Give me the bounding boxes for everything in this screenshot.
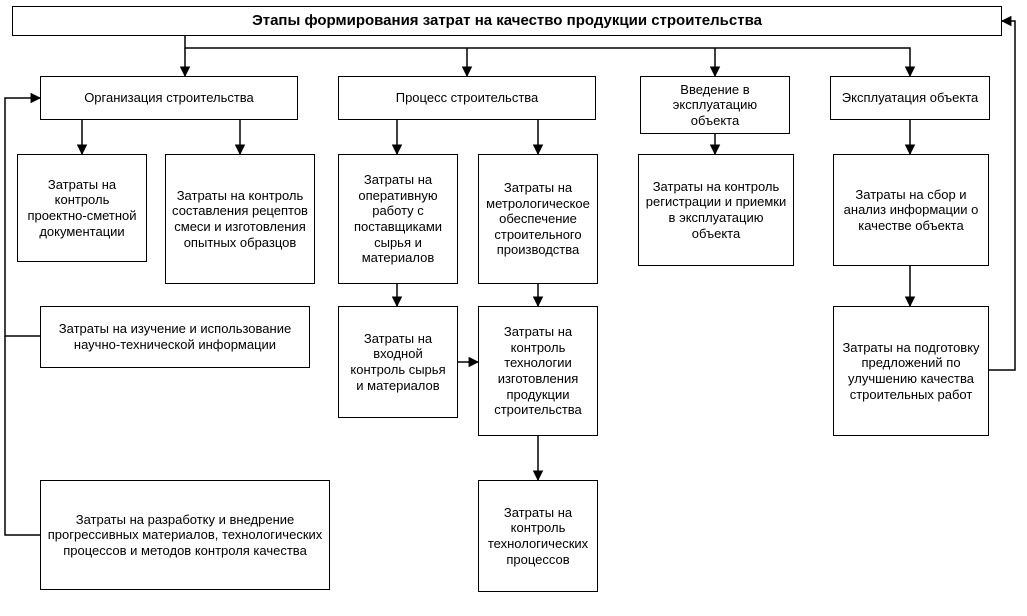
node-org1: Затраты на контроль проектно-сметной док… xyxy=(17,154,147,262)
node-proc: Процесс строительства xyxy=(338,76,596,120)
node-vved: Введение в эксплуатацию объекта xyxy=(640,76,790,134)
node-proc4: Затраты на контроль технологии изготовле… xyxy=(478,306,598,436)
node-proc1: Затраты на оператив­ную работу с поставщ… xyxy=(338,154,458,284)
node-org3: Затраты на изучение и использование науч… xyxy=(40,306,310,368)
edge-17 xyxy=(989,21,1015,370)
node-expl1: Затраты на сбор и анализ информации о ка… xyxy=(833,154,989,266)
node-expl: Эксплуатация объекта xyxy=(830,76,990,120)
node-org2: Затраты на контроль составления рецептов… xyxy=(165,154,315,284)
node-title: Этапы формирования затрат на качество пр… xyxy=(12,6,1002,36)
node-proc2: Затраты на метроло­гическое обеспечение … xyxy=(478,154,598,284)
node-proc3: Затраты на входной контроль сырья и мате… xyxy=(338,306,458,418)
node-vved1: Затраты на контроль регистрации и приемк… xyxy=(638,154,794,266)
diagram-canvas: Этапы формирования затрат на качество пр… xyxy=(0,0,1027,616)
node-org: Организация строительства xyxy=(40,76,298,120)
edge-16 xyxy=(5,336,40,535)
node-expl2: Затраты на подготовку предложений по улу… xyxy=(833,306,989,436)
node-proc5: Затраты на контроль технологи­ческих про… xyxy=(478,480,598,592)
edge-0 xyxy=(185,36,910,76)
node-org4: Затраты на разработку и внедрение прогре… xyxy=(40,480,330,590)
